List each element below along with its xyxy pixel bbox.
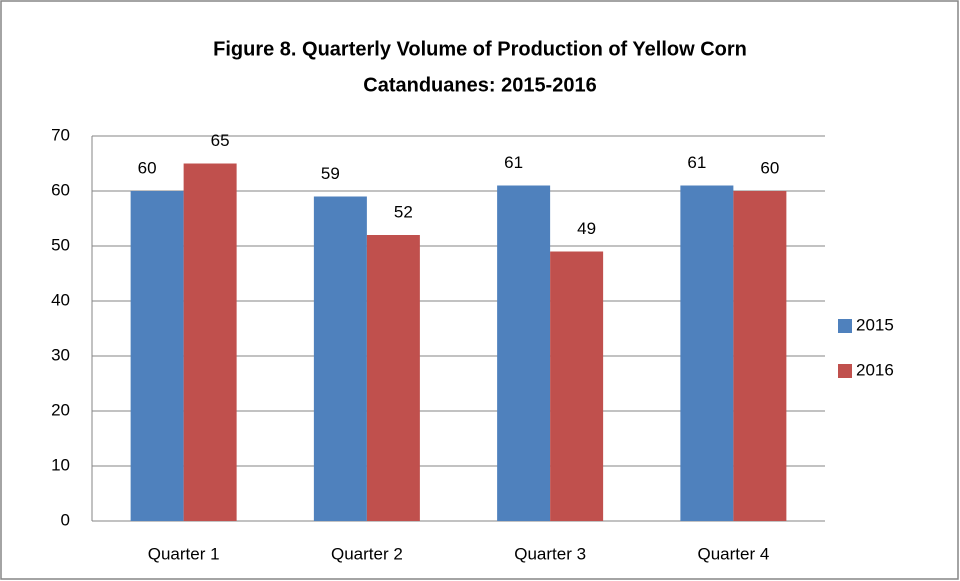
- value-label: 52: [394, 202, 413, 221]
- bar: [183, 163, 237, 521]
- x-tick-label: Quarter 2: [331, 544, 403, 563]
- value-label: 60: [760, 158, 779, 177]
- y-tick-label: 10: [51, 455, 70, 474]
- legend-label: 2015: [856, 315, 894, 334]
- legend-swatch: [838, 364, 852, 378]
- y-tick-label: 0: [61, 510, 70, 529]
- y-tick-label: 70: [51, 125, 70, 144]
- bar: [733, 191, 787, 521]
- bar: [130, 191, 184, 521]
- bar: [313, 196, 367, 521]
- value-label: 60: [138, 158, 157, 177]
- x-tick-label: Quarter 1: [148, 544, 220, 563]
- value-label: 61: [504, 153, 523, 172]
- y-tick-label: 20: [51, 400, 70, 419]
- legend-label: 2016: [856, 360, 894, 379]
- y-tick-label: 60: [51, 180, 70, 199]
- chart-title: Figure 8. Quarterly Volume of Production…: [213, 38, 747, 60]
- y-tick-label: 40: [51, 290, 70, 309]
- x-tick-label: Quarter 4: [697, 544, 769, 563]
- bar: [550, 251, 604, 521]
- bar: [497, 185, 551, 521]
- y-tick-label: 50: [51, 235, 70, 254]
- legend-swatch: [838, 319, 852, 333]
- bar: [680, 185, 734, 521]
- y-tick-label: 30: [51, 345, 70, 364]
- value-label: 65: [211, 131, 230, 150]
- x-tick-label: Quarter 3: [514, 544, 586, 563]
- value-label: 49: [577, 219, 596, 238]
- bar: [366, 235, 420, 521]
- chart-title: Catanduanes: 2015-2016: [363, 74, 596, 96]
- value-label: 59: [321, 164, 340, 183]
- value-label: 61: [687, 153, 706, 172]
